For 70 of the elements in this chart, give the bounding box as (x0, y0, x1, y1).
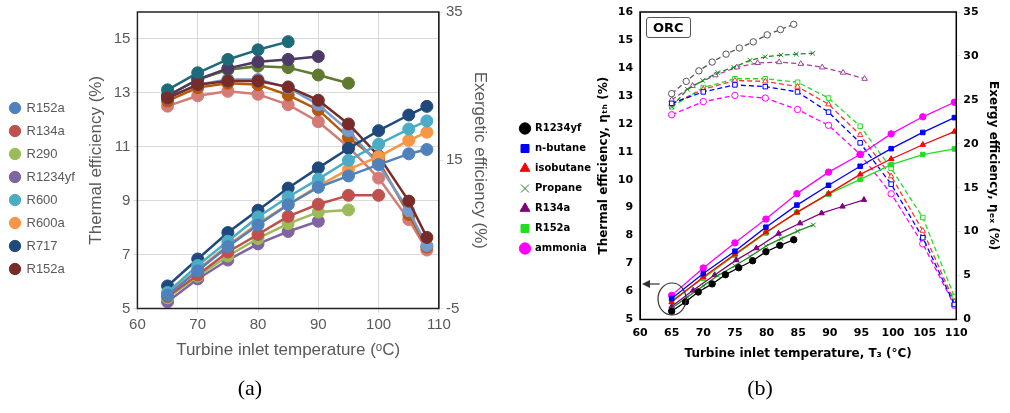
x-tick-label: 90 (822, 325, 838, 339)
y2-tick-label: 35 (445, 2, 463, 20)
x-tick-label: 110 (426, 314, 451, 332)
legend-label: isobutane (535, 162, 592, 174)
x-tick-label: 80 (249, 314, 267, 332)
legend-label: R600a (26, 214, 66, 230)
y-tick-label: 5 (625, 312, 634, 326)
text: (a) (236, 375, 264, 401)
y-tick-label: 10 (617, 172, 634, 186)
y-axis-title: Thermal efficiency (%) (86, 75, 106, 245)
y-tick-label: 12 (617, 116, 634, 130)
x-tick-label: 65 (664, 325, 680, 339)
y2-tick-label: 15 (445, 150, 463, 168)
y2-tick-label: -5 (445, 298, 460, 316)
legend-label: ammonia (535, 242, 587, 254)
y-tick-label: 9 (625, 200, 634, 214)
legend-label: R152a (26, 99, 66, 115)
y-tick-label: 14 (617, 60, 634, 74)
y2-axis-title: Exergetic efficiency (%) (471, 71, 491, 249)
y-tick-label: 11 (617, 144, 634, 158)
x-tick-label: 100 (366, 314, 392, 332)
y-tick-label: 13 (617, 88, 634, 102)
y-tick-label: 6 (625, 284, 634, 298)
y2-tick-label: 0 (963, 312, 972, 326)
legend-label: R600 (26, 191, 58, 207)
y-tick-label: 8 (625, 228, 634, 242)
y-tick-label: 7 (625, 256, 634, 270)
y2-tick-label: 35 (963, 4, 979, 18)
x-tick-label: 75 (727, 325, 743, 339)
y2-axis-title: Exergy efficiency, ηₑₓ (%) (986, 81, 1001, 251)
y2-tick-label: 15 (963, 180, 979, 194)
x-tick-label: 70 (695, 325, 712, 339)
y-tick-label: 15 (113, 29, 131, 47)
y-tick-label: 11 (114, 136, 131, 154)
y-axis-title: Thermal efficiency, ηₜₕ (%) (595, 76, 610, 255)
x-tick-label: 95 (853, 325, 870, 339)
text: (b) (746, 375, 774, 401)
x-tick-label: 90 (309, 314, 327, 332)
x-axis-title: Turbine inlet temperature, T₃ (°C) (684, 345, 912, 360)
x-tick-label: 110 (944, 325, 969, 339)
y-tick-label: 15 (617, 32, 634, 46)
y2-tick-label: 25 (963, 92, 979, 106)
y2-tick-label: 10 (963, 224, 979, 238)
legend-label: R134a (26, 122, 66, 138)
x-tick-label: 105 (913, 325, 937, 339)
x-tick-label: 60 (632, 325, 649, 339)
legend-label: R152a (535, 222, 571, 234)
x-tick-label: 70 (189, 314, 207, 332)
legend-label: n-butane (535, 142, 587, 154)
legend-label: Propane (535, 182, 583, 194)
x-tick-label: 60 (129, 314, 146, 332)
legend-label: R1234yf (535, 122, 583, 134)
legend-label: R1234yf (26, 168, 76, 184)
x-tick-label: 100 (881, 325, 905, 339)
x-tick-label: 80 (758, 325, 775, 339)
y-tick-label: 7 (122, 244, 131, 262)
y-tick-label: 5 (122, 298, 131, 316)
y-tick-label: 13 (113, 83, 131, 101)
x-tick-label: 85 (790, 325, 806, 339)
x-axis-title: Turbine inlet temperature (ᵒC) (176, 340, 401, 360)
legend-label: R134a (535, 202, 571, 214)
annotation: ORC (646, 17, 691, 38)
legend-label: R717 (26, 237, 58, 253)
legend-label: R152a (26, 260, 66, 276)
legend-label: R290 (26, 145, 58, 161)
y2-tick-label: 20 (963, 136, 979, 150)
y-tick-label: 16 (617, 4, 634, 18)
y2-tick-label: 5 (963, 268, 971, 282)
y-tick-label: 9 (122, 190, 131, 208)
y2-tick-label: 30 (963, 48, 979, 62)
